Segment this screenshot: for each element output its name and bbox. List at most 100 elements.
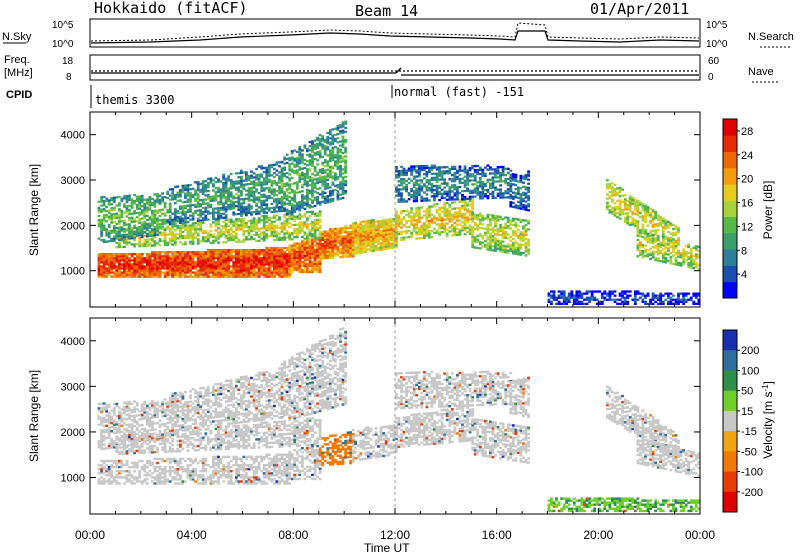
echo-cell xyxy=(323,236,327,239)
echo-cell xyxy=(514,218,518,221)
echo-cell xyxy=(389,222,393,225)
echo-cell xyxy=(341,184,345,187)
echo-cell xyxy=(217,217,220,220)
echo-cell xyxy=(397,176,401,179)
echo-cell xyxy=(509,219,513,222)
echo-cell xyxy=(316,153,319,156)
echo-cell xyxy=(184,213,187,216)
echo-cell xyxy=(313,204,317,208)
echo-cell xyxy=(288,210,292,213)
echo-cell xyxy=(270,271,274,274)
echo-cell xyxy=(359,221,363,224)
echo-cell xyxy=(298,176,302,179)
echo-cell xyxy=(377,234,380,237)
echo-cell xyxy=(110,255,114,258)
echo-cell xyxy=(382,223,386,226)
echo-cell xyxy=(237,190,241,193)
echo-cell xyxy=(339,171,342,174)
echo-cell xyxy=(339,251,342,255)
echo-cell xyxy=(372,223,375,226)
echo-cell xyxy=(466,230,469,234)
echo-cell xyxy=(395,174,398,177)
echo-cell xyxy=(359,225,363,228)
echo-cell xyxy=(313,233,317,236)
echo-cell xyxy=(222,177,225,181)
echo-cell xyxy=(491,241,495,244)
echo-cell xyxy=(275,265,279,268)
echo-cell xyxy=(290,254,294,257)
echo-cell xyxy=(138,242,142,246)
echo-cell xyxy=(240,179,243,183)
echo-cell xyxy=(212,255,215,258)
echo-cell xyxy=(471,173,474,176)
echo-cell xyxy=(186,230,190,233)
echo-cell xyxy=(265,207,269,210)
echo-cell xyxy=(395,212,398,215)
echo-cell xyxy=(527,242,530,245)
echo-cell xyxy=(130,273,134,276)
echo-cell xyxy=(234,222,238,225)
echo-cell xyxy=(496,245,500,249)
echo-cell xyxy=(476,193,480,196)
echo-cell xyxy=(278,226,281,229)
echo-cell xyxy=(341,231,345,234)
echo-cell xyxy=(489,242,492,245)
echo-cell xyxy=(201,210,205,214)
echo-cell xyxy=(397,172,401,175)
echo-cell xyxy=(212,269,215,272)
echo-cell xyxy=(313,184,317,187)
echo-cell xyxy=(181,221,185,224)
echo-cell xyxy=(262,209,266,213)
echo-cell xyxy=(123,221,126,225)
echo-cell xyxy=(341,182,345,185)
echo-cell xyxy=(173,197,177,201)
echo-cell xyxy=(168,255,172,258)
echo-cell xyxy=(471,229,475,232)
echo-cell xyxy=(367,230,370,233)
echo-cell xyxy=(311,179,314,182)
echo-cell xyxy=(461,181,464,184)
echo-cell xyxy=(387,243,391,246)
echo-cell xyxy=(351,252,355,256)
echo-cell xyxy=(306,227,309,230)
echo-cell xyxy=(125,229,129,232)
echo-cell xyxy=(336,227,340,230)
echo-cell xyxy=(156,209,159,212)
echo-cell xyxy=(504,216,508,219)
echo-cell xyxy=(257,179,261,183)
echo-cell xyxy=(484,243,487,247)
echo-cell xyxy=(362,228,365,232)
echo-cell xyxy=(499,196,502,199)
echo-cell xyxy=(196,187,200,190)
echo-cell xyxy=(334,252,337,255)
echo-cell xyxy=(209,177,213,180)
echo-cell xyxy=(308,248,312,251)
echo-cell xyxy=(280,209,284,212)
echo-cell xyxy=(285,253,289,256)
echo-cell xyxy=(328,228,332,231)
echo-cell xyxy=(311,244,314,247)
echo-cell xyxy=(179,235,182,238)
echo-cell xyxy=(219,206,223,210)
echo-cell xyxy=(420,187,424,190)
echo-cell xyxy=(321,200,325,203)
echo-cell xyxy=(438,206,441,210)
echo-cell xyxy=(306,246,309,249)
echo-cell xyxy=(199,223,203,227)
echo-cell xyxy=(206,273,210,276)
echo-cell xyxy=(252,267,256,270)
echo-cell xyxy=(359,241,363,244)
echo-cell xyxy=(316,222,319,226)
echo-cell xyxy=(189,232,192,235)
echo-cell xyxy=(273,210,276,213)
echo-cell xyxy=(140,201,144,204)
echo-cell xyxy=(257,212,261,215)
echo-cell xyxy=(156,255,159,258)
echo-cell xyxy=(306,164,309,167)
echo-cell xyxy=(168,267,172,270)
echo-cell xyxy=(514,224,518,227)
echo-cell xyxy=(524,219,528,222)
echo-cell xyxy=(105,273,109,276)
echo-cell xyxy=(247,273,251,276)
echo-cell xyxy=(275,198,279,201)
